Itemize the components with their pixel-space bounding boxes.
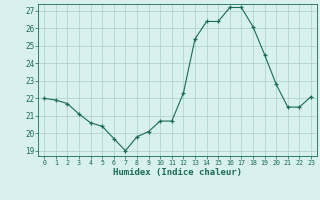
X-axis label: Humidex (Indice chaleur): Humidex (Indice chaleur) bbox=[113, 168, 242, 177]
